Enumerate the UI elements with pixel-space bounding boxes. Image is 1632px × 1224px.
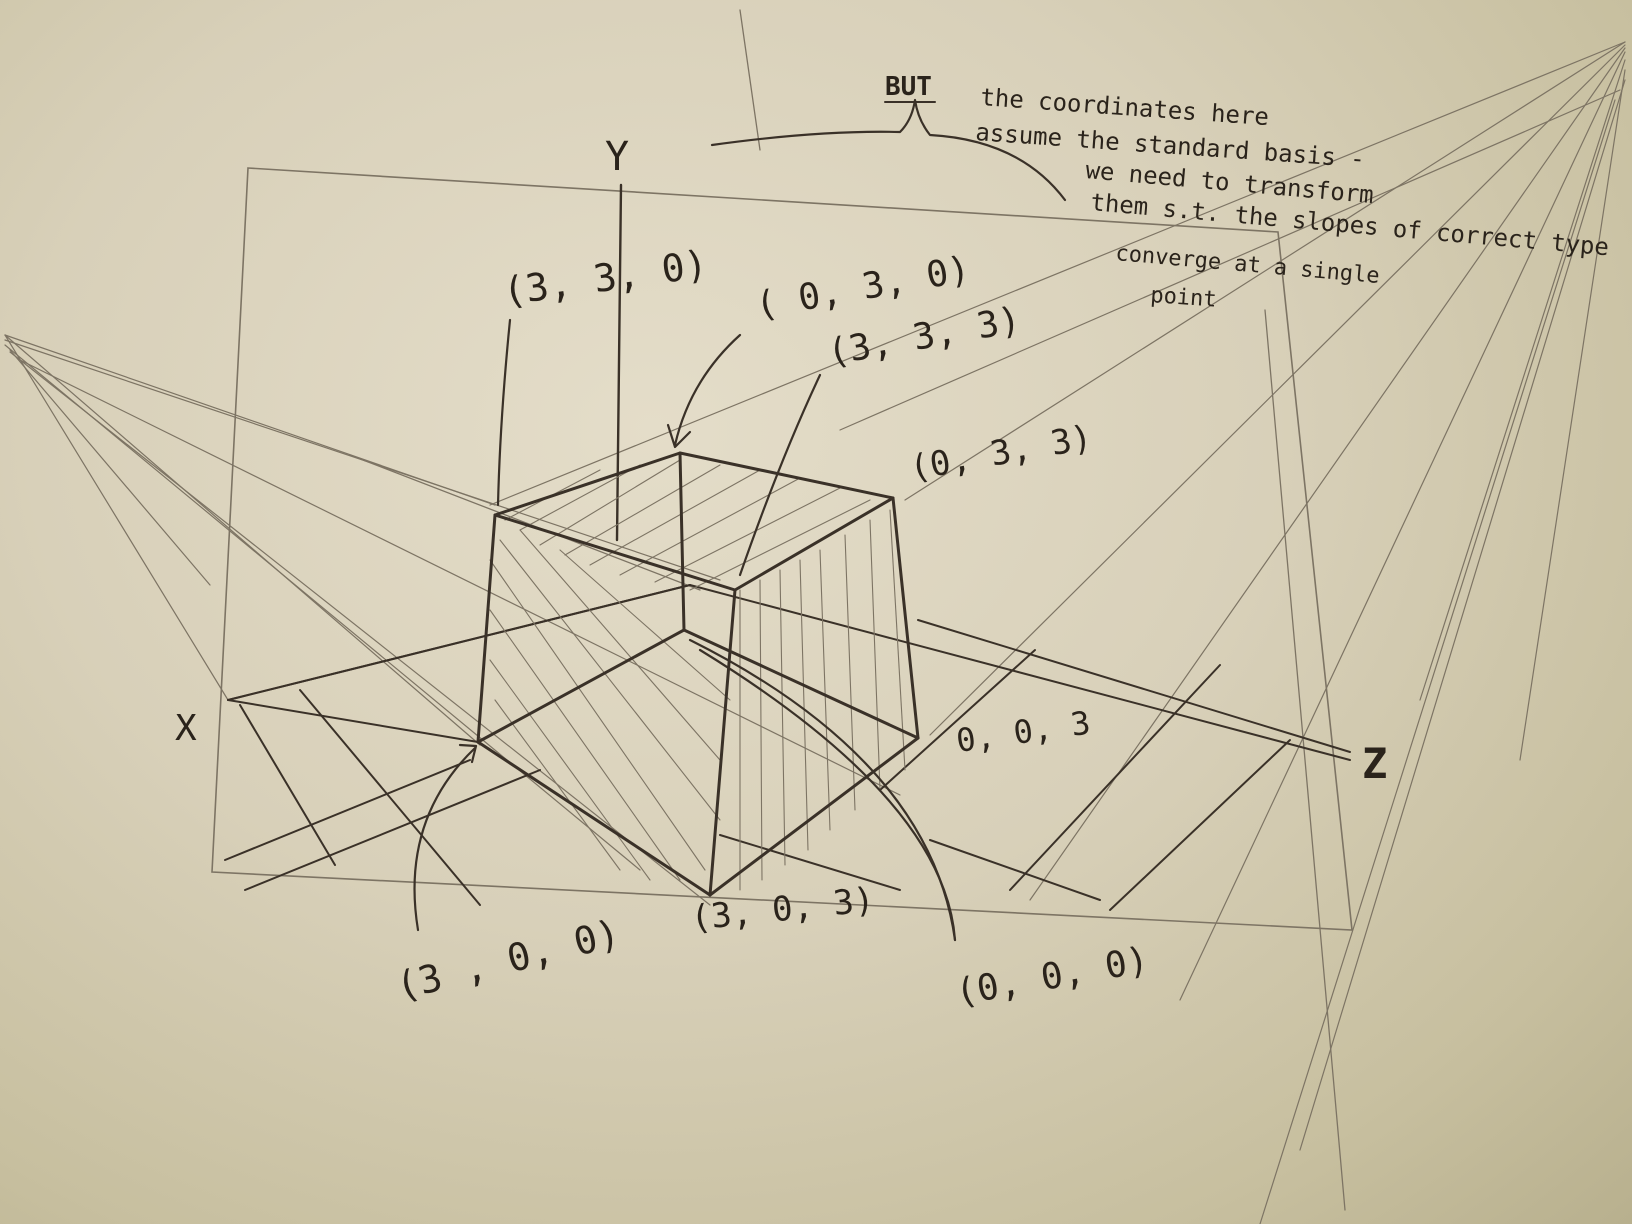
label-330: (3, 3, 0) xyxy=(500,242,710,314)
label-000: (0, 0, 0) xyxy=(952,940,1151,1014)
label-003: 0, 0, 3 xyxy=(954,704,1093,760)
y-axis xyxy=(615,183,623,542)
label-300: (3 , 0, 0) xyxy=(392,911,625,1009)
leader-030-arrowhead xyxy=(666,423,692,449)
ground-grid xyxy=(224,584,1351,911)
x-axis xyxy=(227,699,479,743)
note-line-6: point xyxy=(1150,283,1218,313)
picture-plane-frame xyxy=(211,167,1353,931)
leader-000-alt xyxy=(698,648,957,942)
leader-330 xyxy=(496,318,512,507)
axis-label-z: Z xyxy=(1362,739,1387,788)
left-vanishing-lines xyxy=(4,334,901,906)
leader-300-arrowhead xyxy=(458,743,478,764)
handwritten-note: BUT the coordinates here assume the stan… xyxy=(884,72,1610,313)
label-leaders xyxy=(413,98,1067,942)
axis-labels: Y X Z xyxy=(175,134,1387,788)
guide-lines xyxy=(349,9,1346,1211)
note-heading: BUT xyxy=(885,72,932,102)
label-033: (0, 3, 3) xyxy=(907,417,1095,488)
z-axis xyxy=(917,619,1351,753)
axis-label-y: Y xyxy=(605,134,629,180)
leader-300 xyxy=(413,746,477,932)
leader-030 xyxy=(673,333,742,447)
axis-label-x: X xyxy=(175,708,197,749)
leader-333 xyxy=(738,373,822,577)
cube-edges xyxy=(476,451,920,897)
brace xyxy=(710,98,1067,202)
cube-hatching xyxy=(489,459,906,891)
right-vanishing-lines xyxy=(489,41,1626,1224)
